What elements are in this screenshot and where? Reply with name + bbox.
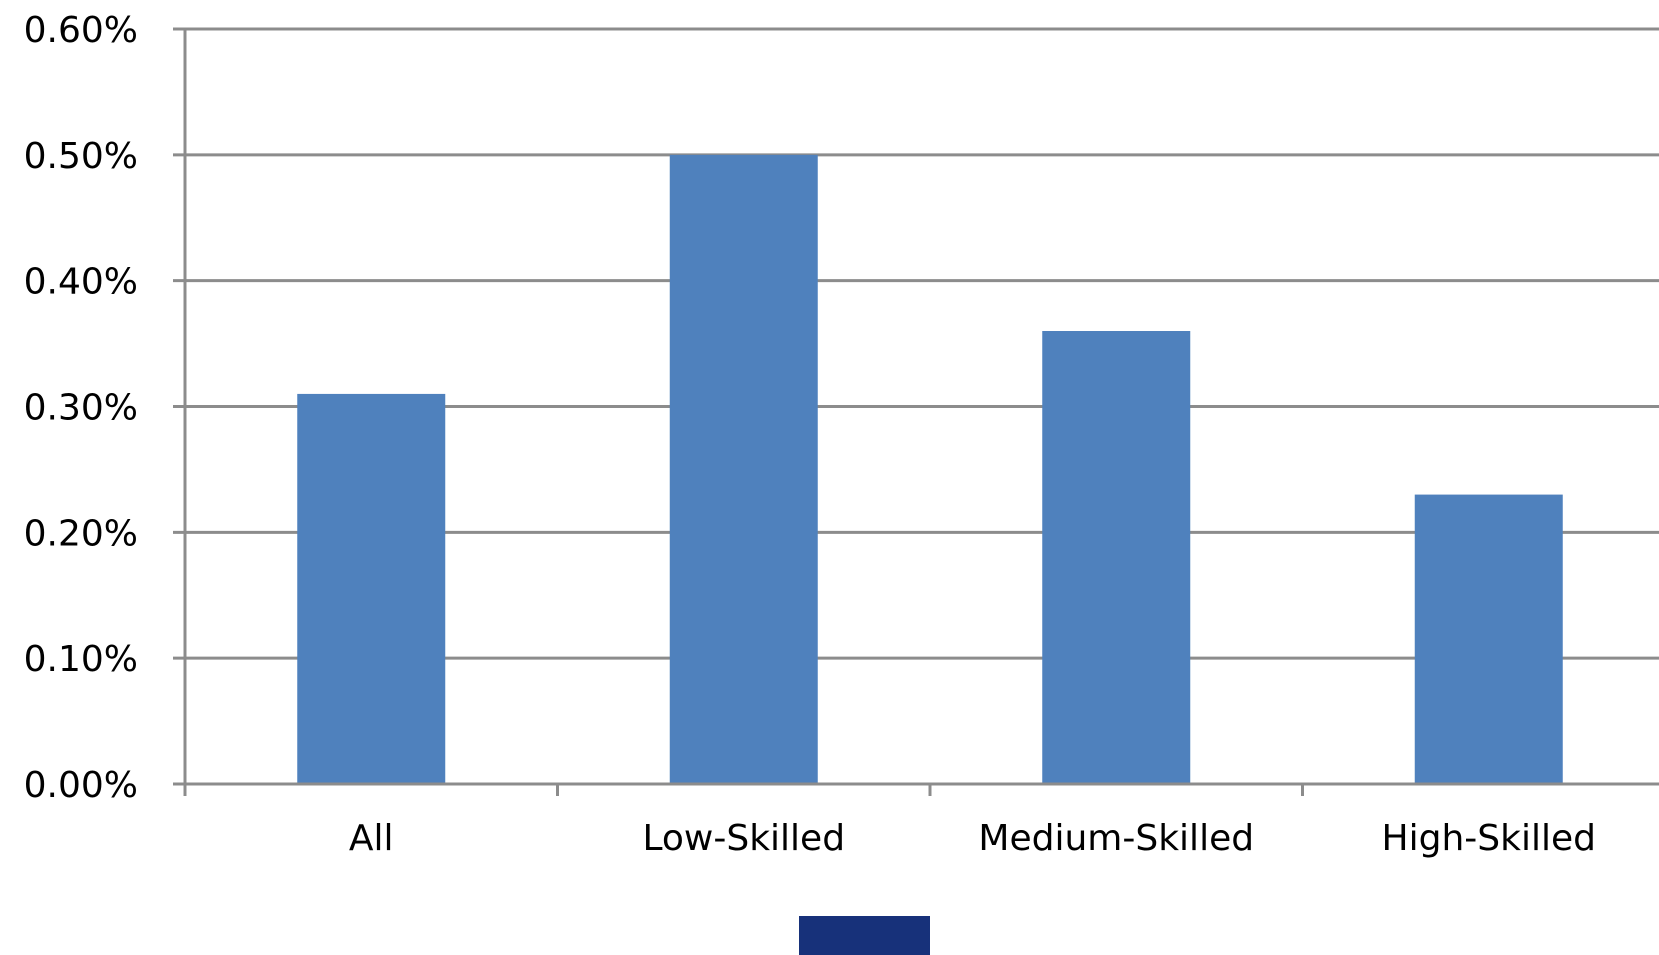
y-tick-label: 0.20%	[24, 513, 138, 554]
bar-all	[297, 393, 446, 784]
bar-medium-skilled	[1042, 331, 1191, 784]
y-tick-label: 0.30%	[24, 388, 138, 429]
y-axis-tick-labels: 0.00% 0.10% 0.20% 0.30% 0.40% 0.50% 0.60%	[24, 10, 138, 806]
bars	[297, 154, 1563, 785]
legend-swatch	[799, 916, 930, 955]
y-tick-label: 0.60%	[24, 10, 138, 51]
bar-high-skilled	[1414, 494, 1563, 784]
legend	[799, 916, 930, 955]
y-tick-label: 0.00%	[24, 765, 138, 806]
y-tick-label: 0.40%	[24, 262, 138, 303]
bar-low-skilled	[669, 154, 818, 785]
y-tick-label: 0.50%	[24, 136, 138, 177]
y-tick-label: 0.10%	[24, 639, 138, 680]
x-category-label: All	[349, 818, 394, 859]
x-category-label: High-Skilled	[1382, 818, 1596, 859]
x-axis-category-labels: All Low-Skilled Medium-Skilled High-Skilled	[349, 818, 1596, 859]
x-category-label: Low-Skilled	[642, 818, 845, 859]
axes	[183, 29, 1659, 796]
x-category-label: Medium-Skilled	[978, 818, 1254, 859]
